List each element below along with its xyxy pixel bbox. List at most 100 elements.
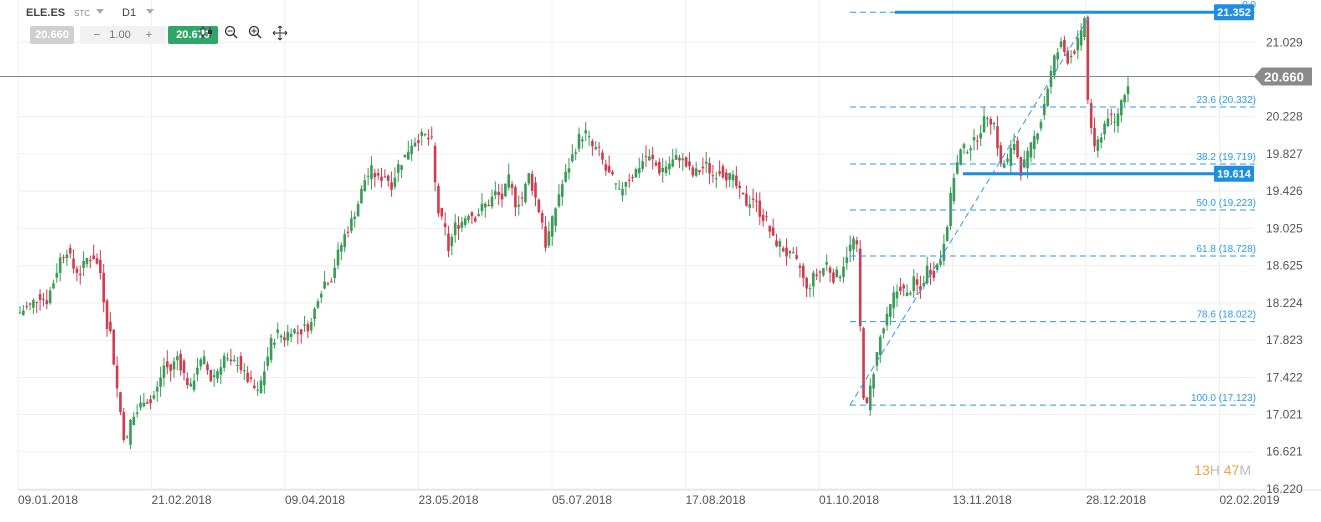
symbol-dropdown-icon[interactable] [96, 9, 104, 14]
candlestick-type-icon[interactable] [200, 25, 214, 42]
candle-body [858, 248, 862, 327]
y-tick-label: 16.220 [1266, 482, 1303, 496]
quantity-value[interactable]: 1.00 [109, 29, 131, 41]
candle-body [1069, 55, 1073, 58]
candle-body [336, 249, 340, 266]
candle-body [1093, 127, 1096, 147]
candle-body [1036, 133, 1039, 140]
candle-body [584, 130, 588, 134]
candle-body [694, 168, 698, 176]
candle-body [142, 402, 146, 407]
candle-body [380, 176, 383, 182]
x-tick-label: 02.02.2019 [1220, 493, 1280, 507]
candle-body [249, 377, 253, 379]
candle-body [597, 146, 601, 148]
candle-body [303, 324, 306, 326]
candle-body [781, 248, 785, 252]
y-tick-label: 19.827 [1266, 147, 1303, 161]
x-tick-label: 23.05.2018 [419, 493, 479, 507]
candle-body [912, 276, 916, 292]
quantity-plus-button[interactable]: + [145, 29, 153, 41]
candle-body [704, 161, 708, 164]
candle-body [232, 359, 236, 361]
fibonacci-level-label: 100.0 (17.123) [1191, 393, 1256, 404]
candle-body [443, 223, 447, 228]
candle-body [1056, 52, 1060, 60]
candle-body [72, 258, 75, 269]
candle-body [403, 154, 407, 158]
candle-body [738, 185, 741, 189]
zoom-in-icon[interactable] [248, 25, 262, 42]
candle-body [701, 166, 705, 169]
candle-body [862, 328, 865, 399]
candle-body [423, 133, 427, 136]
symbol-label[interactable]: ELE.ES [26, 7, 66, 19]
fibonacci-level-label: 23.6 (20.332) [1197, 95, 1257, 106]
candle-body [477, 214, 480, 216]
candle-body [1029, 142, 1033, 158]
candle-body [1019, 157, 1023, 176]
candle-body [1086, 16, 1090, 100]
candle-body [668, 163, 671, 170]
candle-body [216, 371, 219, 379]
timeframe-label[interactable]: D1 [122, 7, 137, 19]
candle-body [644, 156, 648, 158]
candle-body [487, 204, 490, 206]
zoom-out-icon[interactable] [224, 25, 238, 42]
candle-body [872, 374, 875, 389]
y-tick-label: 18.224 [1266, 296, 1303, 310]
candle-body [925, 265, 929, 284]
candle-body [775, 240, 778, 247]
candle-body [557, 194, 561, 207]
move-crosshair-icon[interactable] [272, 25, 288, 44]
candle-body [1026, 151, 1029, 169]
quantity-minus-button[interactable]: − [93, 29, 101, 41]
candle-body [604, 164, 608, 171]
candle-body [621, 188, 624, 196]
sell-price-button[interactable]: 20.660 [30, 26, 74, 44]
candle-body [875, 351, 879, 366]
candle-body [102, 272, 105, 303]
candle-body [212, 375, 216, 377]
candle-body [38, 294, 42, 300]
candle-body [1083, 17, 1086, 38]
candle-body [808, 288, 812, 290]
candle-body [895, 291, 899, 299]
candle-body [350, 218, 353, 232]
candle-body [68, 247, 72, 254]
candle-body [219, 367, 223, 375]
candle-body [209, 369, 213, 382]
candle-body [631, 176, 634, 178]
candle-body [812, 272, 815, 287]
candle-body [648, 156, 651, 161]
candle-body [165, 361, 169, 368]
candle-body [48, 290, 52, 304]
timeframe-dropdown-icon[interactable] [146, 9, 154, 14]
candle-body [266, 356, 270, 366]
candle-body [470, 212, 474, 217]
candle-body [1039, 121, 1043, 129]
minutes-unit: M [1239, 462, 1251, 478]
quantity-stepper[interactable]: − 1.00 + [80, 26, 166, 44]
candle-body [340, 245, 343, 252]
candle-body [972, 137, 976, 141]
candle-body [989, 119, 993, 125]
horizontal-level-tag [1214, 165, 1254, 182]
candle-body [527, 173, 531, 184]
candle-body [765, 216, 768, 218]
candle-body [1079, 30, 1083, 46]
candle-body [420, 131, 423, 136]
candle-body [32, 300, 35, 308]
candle-body [684, 157, 688, 167]
candle-body [554, 208, 557, 226]
candle-body [393, 177, 397, 187]
candle-body [1009, 148, 1013, 166]
candle-body [1106, 118, 1110, 127]
candle-body [500, 193, 504, 200]
candle-body [323, 281, 326, 289]
candle-body [95, 258, 99, 264]
candle-body [115, 365, 119, 389]
candle-body [196, 367, 199, 375]
